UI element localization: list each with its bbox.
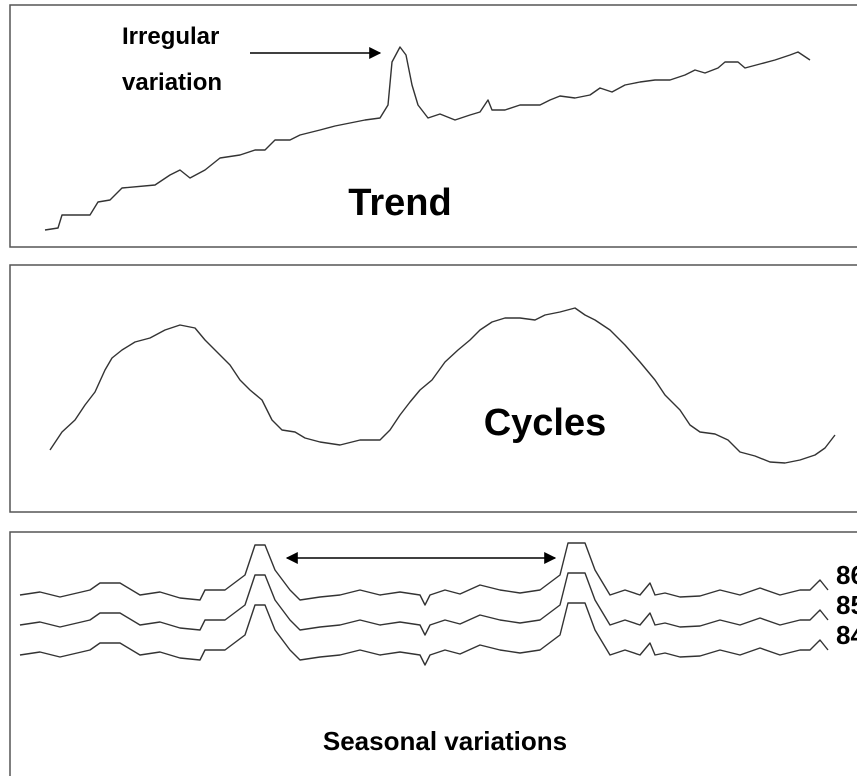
series-label: 86 xyxy=(836,560,857,590)
panel-cycles xyxy=(9,264,857,513)
panel-trend xyxy=(9,4,857,248)
series-label: 85 xyxy=(836,590,857,620)
annotation-line: variation xyxy=(122,69,222,96)
panel-label: Seasonal variations xyxy=(323,726,567,756)
series-label: 84 xyxy=(836,620,857,650)
annotation-line: Irregular xyxy=(122,23,219,50)
trend-curve xyxy=(44,46,811,231)
panel-label: Trend xyxy=(348,182,451,224)
cycle-curve xyxy=(49,307,836,464)
panel-label: Cycles xyxy=(484,402,607,444)
